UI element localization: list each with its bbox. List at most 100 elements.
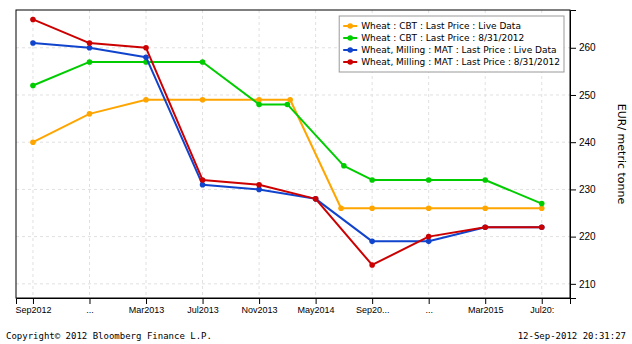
x-tick-label: Jul20: (530, 305, 554, 315)
point (539, 224, 545, 230)
x-axis: Sep2012... Mar2013 Jul2013 Nov2013 May2014 Se… (15, 298, 570, 315)
x-tick-label: ... (86, 305, 94, 315)
grid-line-y (16, 189, 570, 190)
point (313, 196, 319, 202)
grid-line-y (16, 94, 570, 95)
x-tick-mark (372, 298, 373, 304)
point (426, 177, 432, 183)
legend-label: Wheat : CBT : Last Price : Live Data (361, 21, 521, 31)
point (539, 224, 545, 230)
point (143, 45, 149, 51)
point (30, 40, 36, 46)
x-tick-label: ... (425, 305, 433, 315)
y-tick-mark (570, 284, 576, 285)
plot-frame (16, 10, 570, 298)
x-tick: Mar2013 (129, 298, 165, 315)
legend-item: Wheat, Milling : MAT : Last Price : Live… (343, 45, 556, 55)
point (200, 59, 206, 65)
series-markers (30, 59, 544, 206)
y-tick-label: 250 (579, 90, 596, 101)
point (313, 196, 319, 202)
x-tick: Mar2015 (468, 298, 504, 315)
x-tick-label: May2014 (298, 305, 335, 315)
y-tick-label: 220 (579, 231, 596, 242)
x-tick-mark (146, 298, 147, 304)
y-tick: 240 (570, 137, 596, 148)
legend-item: Wheat : CBT : Last Price : 8/31/2012 (343, 33, 524, 43)
y-tick-mark (570, 48, 576, 49)
point (539, 201, 545, 207)
y-axis-title: EUR/ metric tonne (615, 104, 628, 205)
x-tick-label: Mar2015 (468, 305, 504, 315)
y-tick: 260 (570, 42, 596, 53)
legend-box (339, 16, 564, 72)
x-tick-mark (429, 298, 430, 304)
x-tick: Jul2013 (187, 298, 219, 315)
grid-line-x (202, 10, 203, 298)
point (369, 239, 375, 245)
legend-label: Wheat : CBT : Last Price : 8/31/2012 (361, 33, 524, 43)
point (143, 97, 149, 103)
y-axis: 210 220 230 240 250 260 (570, 11, 596, 299)
x-tick: ... (425, 298, 433, 315)
point (482, 205, 488, 211)
x-tick: ... (86, 298, 94, 315)
legend-swatch-marker (347, 59, 353, 65)
point (256, 182, 262, 188)
y-tick-label: 230 (579, 184, 596, 195)
x-tick-mark (259, 298, 260, 304)
point (369, 177, 375, 183)
point (369, 205, 375, 211)
legend-swatch-marker (347, 35, 353, 41)
point (338, 205, 344, 211)
x-tick: Sep2012 (15, 298, 51, 315)
x-tick-mark (203, 298, 204, 304)
y-tick-mark (570, 95, 576, 96)
x-tick: Jul20: (530, 298, 554, 315)
point (482, 224, 488, 230)
plot: Sep2012... Mar2013 Jul2013 Nov2013 May2014 Se… (15, 10, 596, 315)
legend-label: Wheat, Milling : MAT : Last Price : 8/31… (361, 57, 560, 67)
grid-line-y (16, 142, 570, 143)
y-tick-mark (570, 189, 576, 190)
point (30, 139, 36, 145)
x-tick-mark (316, 298, 317, 304)
legend-swatch-marker (347, 23, 353, 29)
chart: Sep2012... Mar2013 Jul2013 Nov2013 May2014 Se… (0, 0, 632, 344)
legend: Wheat : CBT : Last Price : Live Data Whea… (339, 16, 564, 72)
y-tick-label: 260 (579, 42, 596, 53)
y-tick: 210 (570, 279, 596, 290)
point (256, 102, 262, 108)
y-tick-label: 240 (579, 137, 596, 148)
point (143, 54, 149, 60)
grid-line-y (16, 236, 570, 237)
x-tick-label: Mar2013 (129, 305, 165, 315)
x-tick: Sep20... (356, 298, 390, 315)
footer-text: Copyright© 2012 Bloomberg Finance L.P. (6, 331, 212, 341)
point (30, 17, 36, 23)
x-tick-mark (542, 298, 543, 304)
point (426, 205, 432, 211)
point (426, 234, 432, 240)
x-tick-label: Nov2013 (242, 305, 278, 315)
x-tick-label: Jul2013 (187, 305, 219, 315)
grid (16, 10, 570, 298)
x-tick-mark (33, 298, 34, 304)
y-tick: 230 (570, 184, 596, 195)
series-line (33, 43, 542, 241)
legend-label: Wheat, Milling : MAT : Last Price : Live… (361, 45, 556, 55)
footer-text: 12-Sep-2012 20:31:27 (518, 331, 626, 341)
point (482, 224, 488, 230)
x-tick-mark (485, 298, 486, 304)
y-tick-label: 210 (579, 279, 596, 290)
point (287, 97, 293, 103)
x-tick-mark (89, 298, 90, 304)
y-tick-mark (570, 142, 576, 143)
grid-line-x (146, 10, 147, 298)
point (30, 83, 36, 89)
x-tick: Nov2013 (242, 298, 278, 315)
point (341, 163, 347, 169)
x-tick-label: Sep2012 (15, 305, 51, 315)
point (200, 97, 206, 103)
x-tick: May2014 (298, 298, 335, 315)
